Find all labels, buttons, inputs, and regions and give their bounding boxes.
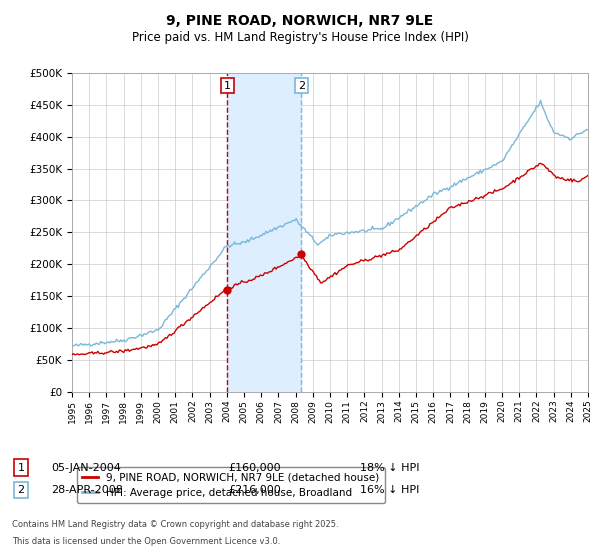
Text: 18% ↓ HPI: 18% ↓ HPI	[360, 463, 419, 473]
Text: 28-APR-2008: 28-APR-2008	[51, 485, 123, 495]
Text: 16% ↓ HPI: 16% ↓ HPI	[360, 485, 419, 495]
Text: This data is licensed under the Open Government Licence v3.0.: This data is licensed under the Open Gov…	[12, 537, 280, 546]
Legend: 9, PINE ROAD, NORWICH, NR7 9LE (detached house), HPI: Average price, detached ho: 9, PINE ROAD, NORWICH, NR7 9LE (detached…	[77, 468, 385, 503]
Text: 2: 2	[298, 81, 305, 91]
Text: £216,000: £216,000	[228, 485, 281, 495]
Text: 9, PINE ROAD, NORWICH, NR7 9LE: 9, PINE ROAD, NORWICH, NR7 9LE	[166, 14, 434, 28]
Text: 2: 2	[17, 485, 25, 495]
Text: 1: 1	[224, 81, 231, 91]
Bar	[227, 73, 301, 392]
Text: 1: 1	[17, 463, 25, 473]
Text: 05-JAN-2004: 05-JAN-2004	[51, 463, 121, 473]
Text: Price paid vs. HM Land Registry's House Price Index (HPI): Price paid vs. HM Land Registry's House …	[131, 31, 469, 44]
Text: £160,000: £160,000	[228, 463, 281, 473]
Text: Contains HM Land Registry data © Crown copyright and database right 2025.: Contains HM Land Registry data © Crown c…	[12, 520, 338, 529]
